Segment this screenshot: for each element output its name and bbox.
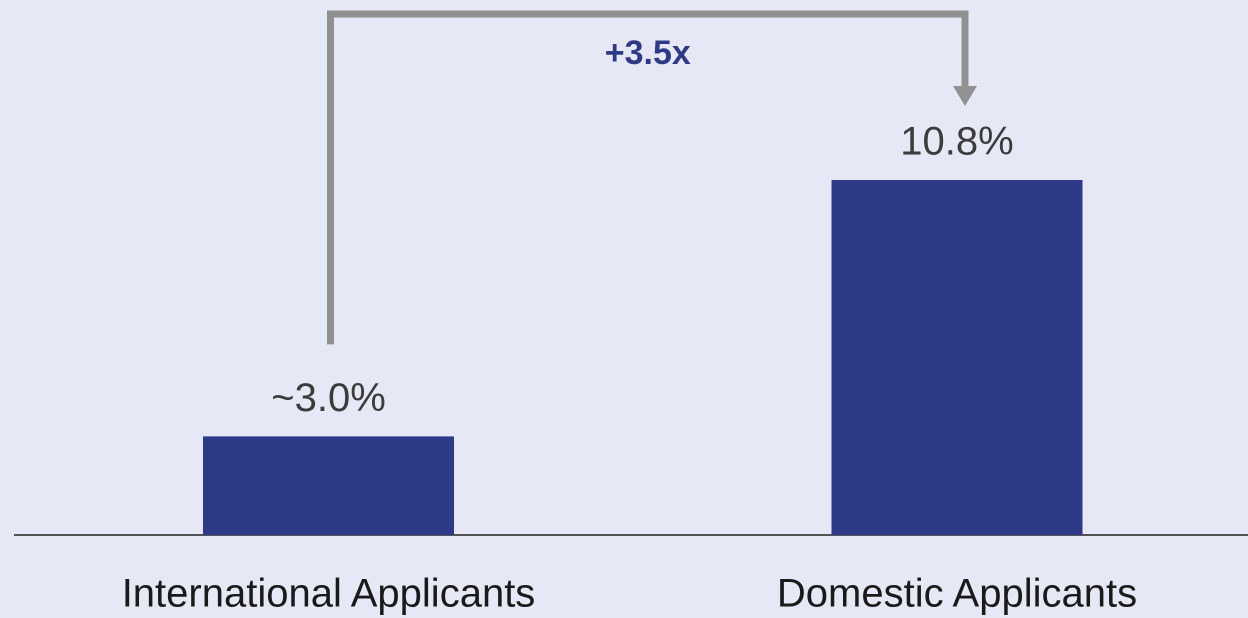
value-label: ~3.0% (271, 376, 386, 420)
comparison-arrow (327, 10, 969, 345)
value-label: 10.8% (900, 120, 1013, 164)
arrow-head (953, 86, 977, 106)
bar (831, 180, 1083, 535)
annotation: +3.5x (605, 34, 691, 72)
category-label: International Applicants (122, 572, 536, 616)
bar (203, 436, 454, 535)
category-label: Domestic Applicants (777, 572, 1137, 616)
